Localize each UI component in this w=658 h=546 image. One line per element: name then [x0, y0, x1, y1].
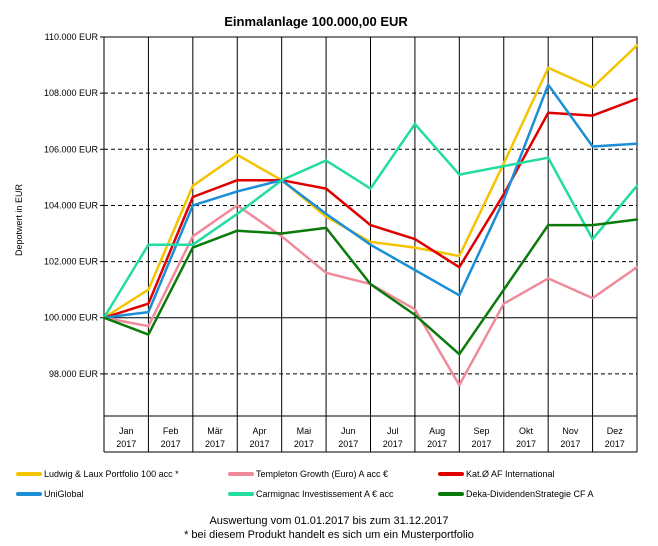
legend-label: UniGlobal	[44, 489, 84, 499]
x-tick-year: 2017	[605, 439, 625, 449]
footer-range: Auswertung vom 01.01.2017 bis zum 31.12.…	[209, 515, 449, 527]
x-tick-label: Apr	[252, 426, 266, 436]
legend-label: Kat.Ø AF International	[466, 469, 555, 479]
x-tick-label: Nov	[562, 426, 579, 436]
x-tick-year: 2017	[205, 439, 225, 449]
x-tick-year: 2017	[249, 439, 269, 449]
x-tick-year: 2017	[161, 439, 181, 449]
x-tick-year: 2017	[116, 439, 136, 449]
legend-label: Carmignac Investissement A € acc	[256, 489, 394, 499]
x-tick-label: Jul	[387, 426, 399, 436]
x-tick-label: Sep	[474, 426, 490, 436]
y-tick-label: 106.000 EUR	[44, 144, 99, 154]
y-tick-label: 98.000 EUR	[49, 369, 99, 379]
x-tick-label: Mär	[207, 426, 223, 436]
axis-ticks: 98.000 EUR 100.000 EUR 102.000 EUR 104.000 …	[44, 32, 625, 449]
footer-note: * bei diesem Produkt handelt es sich um …	[184, 529, 474, 541]
y-tick-label: 104.000 EUR	[44, 200, 99, 210]
x-tick-label: Feb	[163, 426, 179, 436]
y-tick-label: 100.000 EUR	[44, 313, 99, 323]
legend-label: Templeton Growth (Euro) A acc €	[256, 469, 388, 479]
x-tick-label: Aug	[429, 426, 445, 436]
series-line	[102, 83, 639, 319]
series-line	[102, 218, 639, 356]
x-tick-year: 2017	[294, 439, 314, 449]
x-tick-year: 2017	[427, 439, 447, 449]
x-tick-year: 2017	[560, 439, 580, 449]
x-tick-year: 2017	[338, 439, 358, 449]
x-tick-label: Mai	[297, 426, 312, 436]
series-line	[102, 122, 639, 319]
y-axis-label: Depotwert in EUR	[14, 183, 24, 256]
x-tick-year: 2017	[472, 439, 492, 449]
legend-label: Deka-DividendenStrategie CF A	[466, 489, 594, 499]
y-tick-label: 108.000 EUR	[44, 88, 99, 98]
series-line	[102, 44, 639, 319]
grid	[103, 36, 638, 453]
series-lines	[102, 44, 639, 387]
x-tick-label: Okt	[519, 426, 534, 436]
legend-label: Ludwig & Laux Portfolio 100 acc *	[44, 469, 179, 479]
series-line	[102, 97, 639, 319]
x-tick-label: Jun	[341, 426, 356, 436]
y-tick-label: 102.000 EUR	[44, 257, 99, 267]
x-tick-label: Jan	[119, 426, 134, 436]
x-tick-label: Dez	[607, 426, 624, 436]
legend: Ludwig & Laux Portfolio 100 acc * Templet…	[16, 469, 594, 499]
y-tick-label: 110.000 EUR	[45, 32, 99, 42]
chart-title: Einmalanlage 100.000,00 EUR	[224, 14, 408, 29]
x-tick-year: 2017	[516, 439, 536, 449]
x-tick-year: 2017	[383, 439, 403, 449]
